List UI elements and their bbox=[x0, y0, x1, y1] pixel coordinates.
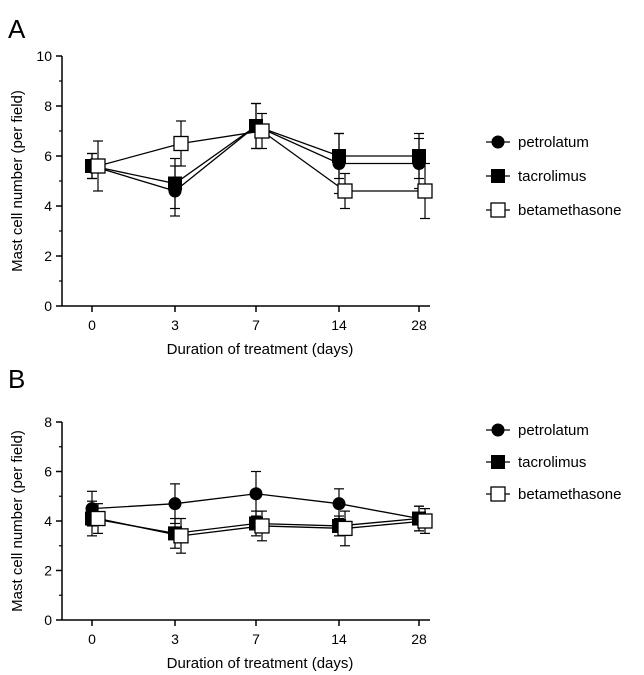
legend: petrolatum tacrolimus betamethasone bbox=[486, 422, 621, 503]
y-tick-label: 6 bbox=[44, 464, 52, 480]
data-point-open-square bbox=[417, 513, 433, 529]
data-point-open-square bbox=[337, 183, 353, 199]
x-tick-label: 28 bbox=[411, 317, 427, 333]
data-point-square bbox=[168, 176, 182, 191]
legend-label: tacrolimus bbox=[518, 454, 586, 471]
data-point-open-square bbox=[254, 123, 270, 139]
y-tick-label: 6 bbox=[44, 148, 52, 164]
y-tick-label: 8 bbox=[44, 414, 52, 430]
data-point-open-square bbox=[90, 158, 106, 174]
data-point-circle bbox=[168, 497, 182, 511]
y-tick-label: 4 bbox=[44, 513, 52, 529]
legend-marker-circle bbox=[491, 423, 505, 437]
y-axis-label: Mast cell number (per field) bbox=[9, 430, 26, 612]
x-axis-label: Duration of treatment (days) bbox=[167, 341, 354, 358]
x-tick-label: 0 bbox=[88, 631, 96, 647]
data-point-open-square bbox=[417, 183, 433, 199]
legend-label: tacrolimus bbox=[518, 168, 586, 185]
x-tick-label: 7 bbox=[252, 631, 260, 647]
legend: petrolatum tacrolimus betamethasone bbox=[486, 134, 621, 219]
data-point-circle bbox=[332, 497, 346, 511]
legend-label: petrolatum bbox=[518, 134, 589, 151]
data-point-square bbox=[412, 149, 426, 163]
x-axis-label: Duration of treatment (days) bbox=[167, 655, 354, 672]
panel-letter-a: A bbox=[8, 14, 26, 44]
x-tick-label: 14 bbox=[331, 631, 347, 647]
chart-panel-b: 0 2 4 6 8 0 3 7 14 28 Duration of treatment (days)… bbox=[9, 414, 621, 672]
legend-marker-square bbox=[491, 455, 505, 469]
data-point-square bbox=[332, 149, 346, 163]
y-tick-label: 2 bbox=[44, 248, 52, 264]
data-point-open-square bbox=[254, 518, 270, 534]
x-tick-label: 7 bbox=[252, 317, 260, 333]
legend-marker-circle bbox=[491, 135, 505, 149]
panel-letter-b: B bbox=[8, 364, 26, 394]
legend-marker-open-square bbox=[490, 486, 506, 502]
data-point-circle bbox=[249, 487, 263, 501]
x-tick-label: 14 bbox=[331, 317, 347, 333]
data-point-open-square bbox=[173, 528, 189, 544]
x-tick-label: 3 bbox=[171, 631, 179, 647]
data-point-open-square bbox=[173, 135, 189, 152]
legend-label: petrolatum bbox=[518, 422, 589, 439]
legend-label: betamethasone bbox=[518, 486, 621, 503]
x-tick-label: 0 bbox=[88, 317, 96, 333]
chart-panel-a: 0 2 4 6 8 10 0 3 7 14 28 Duration of treatment (day… bbox=[9, 48, 621, 358]
y-axis-label: Mast cell number (per field) bbox=[9, 90, 26, 272]
legend-label: betamethasone bbox=[518, 202, 621, 219]
data-point-open-square bbox=[90, 510, 106, 527]
legend-marker-square bbox=[491, 169, 505, 183]
y-tick-label: 0 bbox=[44, 298, 52, 314]
series-betamethasone bbox=[90, 112, 433, 220]
y-tick-label: 8 bbox=[44, 98, 52, 114]
y-tick-label: 4 bbox=[44, 198, 52, 214]
y-tick-label: 2 bbox=[44, 563, 52, 579]
y-tick-label: 0 bbox=[44, 612, 52, 628]
series-betamethasone bbox=[90, 503, 433, 554]
legend-marker-open-square bbox=[490, 202, 506, 218]
x-tick-label: 3 bbox=[171, 317, 179, 333]
y-tick-label: 10 bbox=[36, 48, 52, 64]
x-tick-label: 28 bbox=[411, 631, 427, 647]
data-point-open-square bbox=[337, 520, 353, 537]
